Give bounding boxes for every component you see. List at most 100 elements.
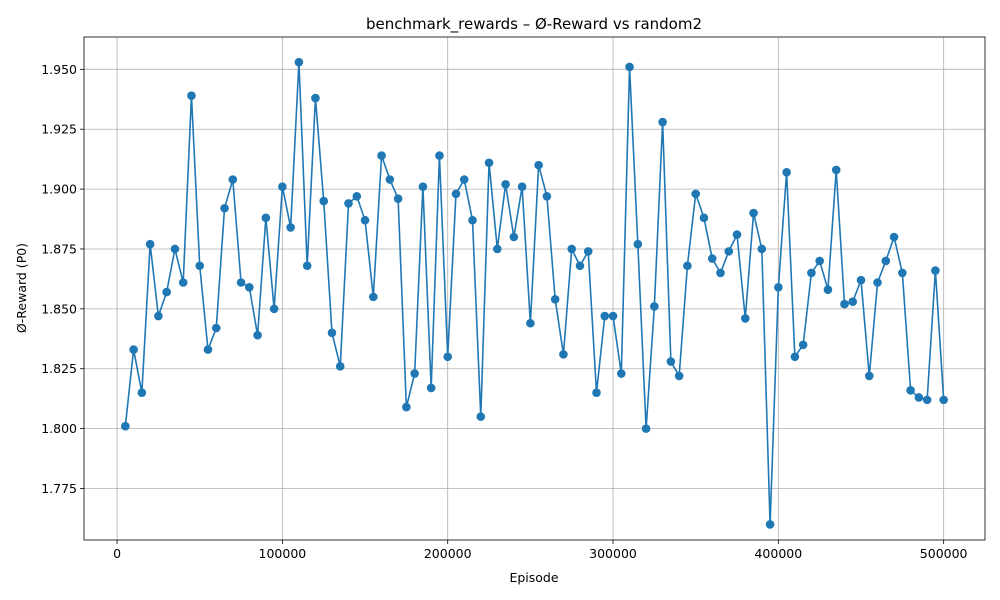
data-point (319, 196, 329, 206)
data-point (583, 247, 593, 256)
data-point (493, 244, 502, 254)
data-point (922, 395, 932, 405)
data-point (451, 189, 461, 199)
data-point (749, 208, 758, 218)
data-point (600, 311, 610, 321)
data-point (782, 168, 791, 177)
data-point (790, 352, 800, 362)
data-point (352, 191, 362, 201)
data-point (385, 175, 395, 184)
data-point (881, 256, 891, 266)
data-point (674, 371, 684, 381)
data-point (683, 261, 692, 271)
data-point (559, 350, 568, 359)
y-tick-label: 1.875 (41, 241, 77, 256)
data-point (162, 287, 171, 297)
data-point (864, 371, 874, 381)
y-axis: 1.775 1.800 1.825 1.850 1.875 1.900 1.925 1.950 (41, 62, 84, 496)
data-point (137, 388, 147, 397)
data-point (253, 330, 262, 340)
data-point (856, 275, 866, 285)
data-point (939, 395, 948, 405)
x-tick-label: 0 (113, 546, 121, 561)
data-point (245, 283, 254, 292)
series-line (124, 62, 945, 525)
data-point (220, 203, 229, 213)
data-point (211, 323, 221, 333)
data-point (269, 304, 279, 314)
data-point (236, 278, 246, 287)
data-point (641, 424, 651, 433)
data-point (757, 244, 767, 254)
data-point (650, 302, 659, 311)
data-point (608, 311, 618, 321)
data-point (691, 189, 700, 199)
y-axis-label: Ø-Reward (P0) (14, 243, 29, 333)
series-reward (121, 57, 948, 529)
data-point (831, 165, 841, 175)
data-point (286, 223, 295, 232)
data-point (261, 213, 271, 223)
data-point (418, 182, 428, 192)
data-point (567, 244, 576, 254)
data-point (335, 362, 345, 371)
x-tick-label: 300000 (589, 546, 637, 561)
data-point (435, 151, 444, 160)
data-point (823, 285, 833, 294)
data-point (633, 239, 643, 249)
data-point (426, 383, 436, 393)
data-point (798, 340, 808, 350)
data-point (278, 182, 287, 192)
data-point (575, 261, 585, 271)
data-point (344, 199, 353, 208)
x-axis: 0 100000 200000 300000 400000 500000 (113, 540, 968, 561)
data-point (666, 357, 676, 366)
data-point (476, 412, 486, 421)
x-tick-label: 100000 (259, 546, 307, 561)
y-tick-label: 1.850 (41, 301, 77, 316)
data-point (129, 345, 138, 354)
data-point (707, 254, 717, 263)
data-point (410, 369, 419, 378)
y-tick-label: 1.825 (41, 361, 77, 376)
data-point (914, 393, 924, 402)
data-point (889, 232, 899, 242)
x-tick-label: 400000 (754, 546, 802, 561)
data-point (501, 180, 510, 189)
data-point (393, 194, 403, 203)
x-tick-label: 500000 (920, 546, 968, 561)
data-point (145, 239, 155, 249)
y-tick-label: 1.925 (41, 122, 77, 137)
data-point (170, 244, 180, 254)
data-point (534, 160, 543, 170)
data-point (699, 213, 709, 223)
data-point (625, 62, 634, 72)
data-point (732, 230, 742, 239)
data-point (550, 294, 560, 304)
chart-title: benchmark_rewards – Ø-Reward vs random2 (366, 15, 702, 34)
y-tick-label: 1.950 (41, 62, 77, 77)
data-point (178, 278, 188, 287)
data-point (848, 297, 858, 306)
data-point (203, 345, 213, 354)
data-point (484, 158, 494, 168)
data-point (154, 311, 163, 321)
data-point (509, 232, 519, 242)
data-point (377, 151, 386, 160)
y-tick-label: 1.800 (41, 421, 77, 436)
data-point (468, 215, 477, 225)
data-point (369, 292, 378, 302)
data-point (187, 91, 196, 100)
data-point (906, 385, 915, 395)
data-point (228, 175, 238, 184)
data-point (815, 256, 824, 266)
data-point (716, 268, 725, 278)
data-point (311, 93, 320, 103)
data-point (592, 388, 601, 397)
data-point (765, 520, 775, 529)
data-point (724, 247, 734, 256)
data-point (195, 261, 205, 271)
data-point (807, 268, 816, 278)
data-point (294, 57, 304, 67)
